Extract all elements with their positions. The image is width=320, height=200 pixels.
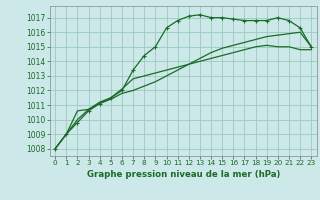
- X-axis label: Graphe pression niveau de la mer (hPa): Graphe pression niveau de la mer (hPa): [86, 170, 280, 179]
